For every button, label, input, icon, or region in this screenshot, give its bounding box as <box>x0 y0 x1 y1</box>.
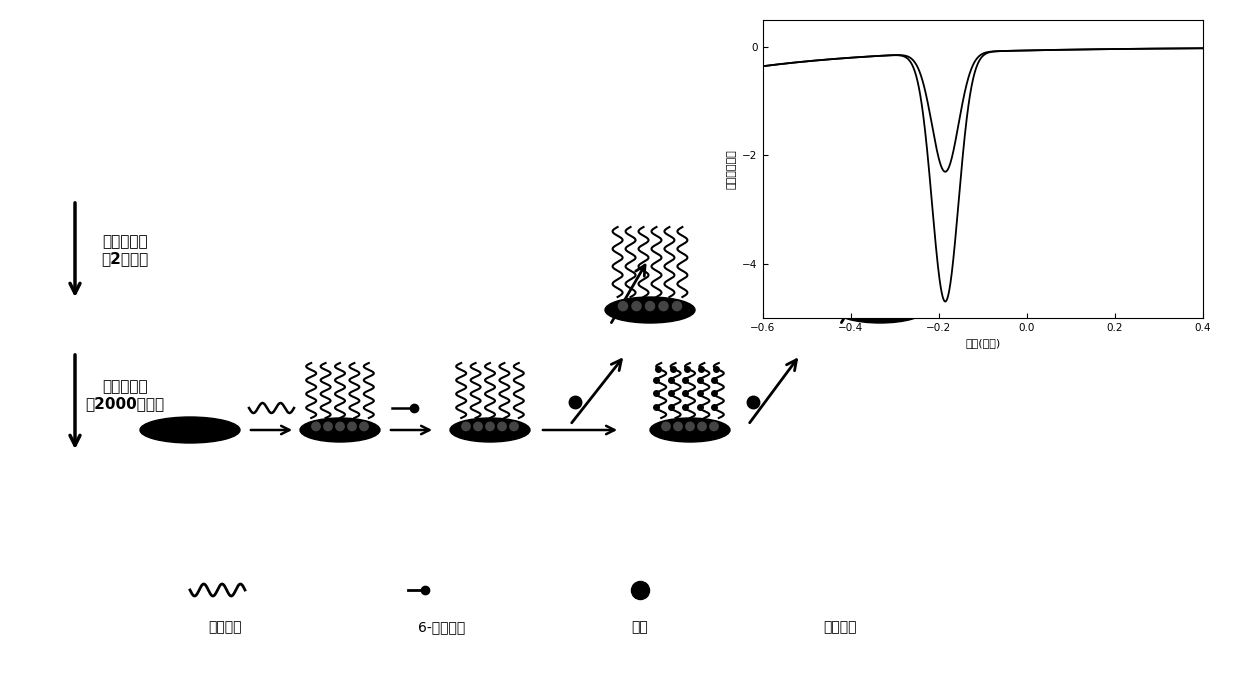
Circle shape <box>510 422 518 431</box>
Y-axis label: 电流（毫安）: 电流（毫安） <box>727 149 737 189</box>
Circle shape <box>889 301 898 311</box>
Circle shape <box>686 422 694 431</box>
Text: 方波伏安法
（2000资论）: 方波伏安法 （2000资论） <box>86 379 165 411</box>
Circle shape <box>662 422 670 431</box>
Text: 目标探针: 目标探针 <box>823 620 857 634</box>
Circle shape <box>619 301 627 311</box>
Circle shape <box>486 422 495 431</box>
Circle shape <box>474 422 482 431</box>
Circle shape <box>903 301 911 311</box>
Circle shape <box>698 422 707 431</box>
Text: 碳蕚: 碳蕚 <box>631 620 649 634</box>
Text: 方波伏安法
（2资论）: 方波伏安法 （2资论） <box>102 234 149 266</box>
Circle shape <box>862 301 870 311</box>
X-axis label: 电压(伏特): 电压(伏特) <box>965 338 1001 348</box>
Circle shape <box>461 422 470 431</box>
Circle shape <box>336 422 345 431</box>
Circle shape <box>324 422 332 431</box>
Circle shape <box>347 422 356 431</box>
Ellipse shape <box>650 418 730 442</box>
Circle shape <box>848 301 858 311</box>
Ellipse shape <box>140 417 241 443</box>
Circle shape <box>646 301 655 311</box>
Circle shape <box>709 422 718 431</box>
Circle shape <box>632 301 641 311</box>
Circle shape <box>672 301 682 311</box>
Circle shape <box>311 422 320 431</box>
Circle shape <box>673 422 682 431</box>
Ellipse shape <box>605 297 694 323</box>
Ellipse shape <box>300 418 379 442</box>
Ellipse shape <box>835 297 925 323</box>
Text: 6-巻基己醇: 6-巻基己醇 <box>418 620 466 634</box>
Circle shape <box>658 301 668 311</box>
Circle shape <box>360 422 368 431</box>
Circle shape <box>497 422 506 431</box>
Text: 捕获探针: 捕获探针 <box>208 620 242 634</box>
Ellipse shape <box>450 418 529 442</box>
Circle shape <box>875 301 884 311</box>
